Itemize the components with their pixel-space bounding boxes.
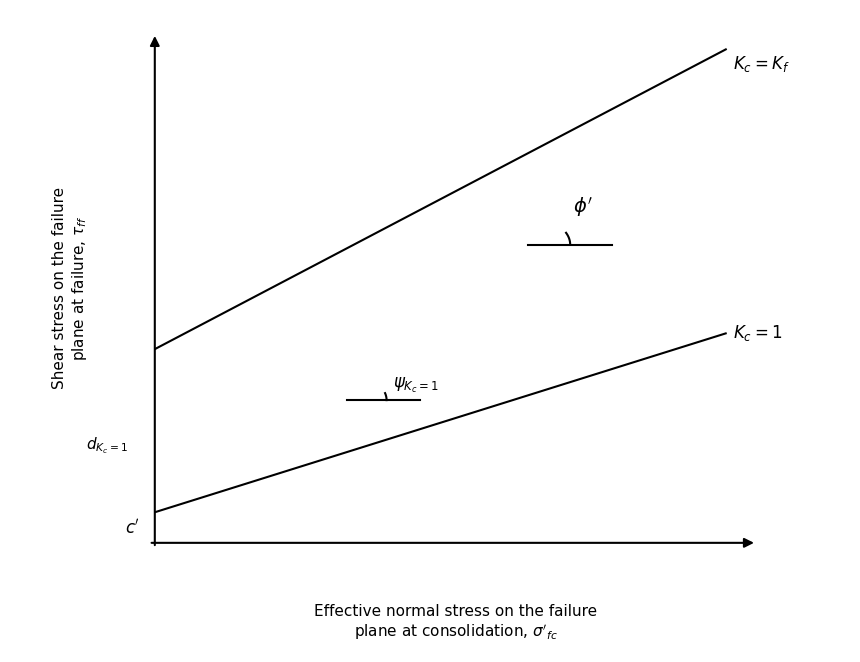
Text: $c'$: $c'$ bbox=[125, 518, 139, 537]
Text: $K_c = K_f$: $K_c = K_f$ bbox=[733, 54, 789, 74]
Text: $K_c = 1$: $K_c = 1$ bbox=[733, 323, 782, 343]
Text: $d_{K_c = 1}$: $d_{K_c = 1}$ bbox=[86, 436, 127, 456]
Text: Shear stress on the failure
plane at failure, $\tau_{ff}$: Shear stress on the failure plane at fai… bbox=[52, 187, 89, 389]
Text: $\phi'$: $\phi'$ bbox=[573, 195, 593, 219]
Text: $\psi_{K_c = 1}$: $\psi_{K_c = 1}$ bbox=[392, 376, 439, 395]
Text: Effective normal stress on the failure
plane at consolidation, $\sigma'_{fc}$: Effective normal stress on the failure p… bbox=[314, 604, 598, 641]
